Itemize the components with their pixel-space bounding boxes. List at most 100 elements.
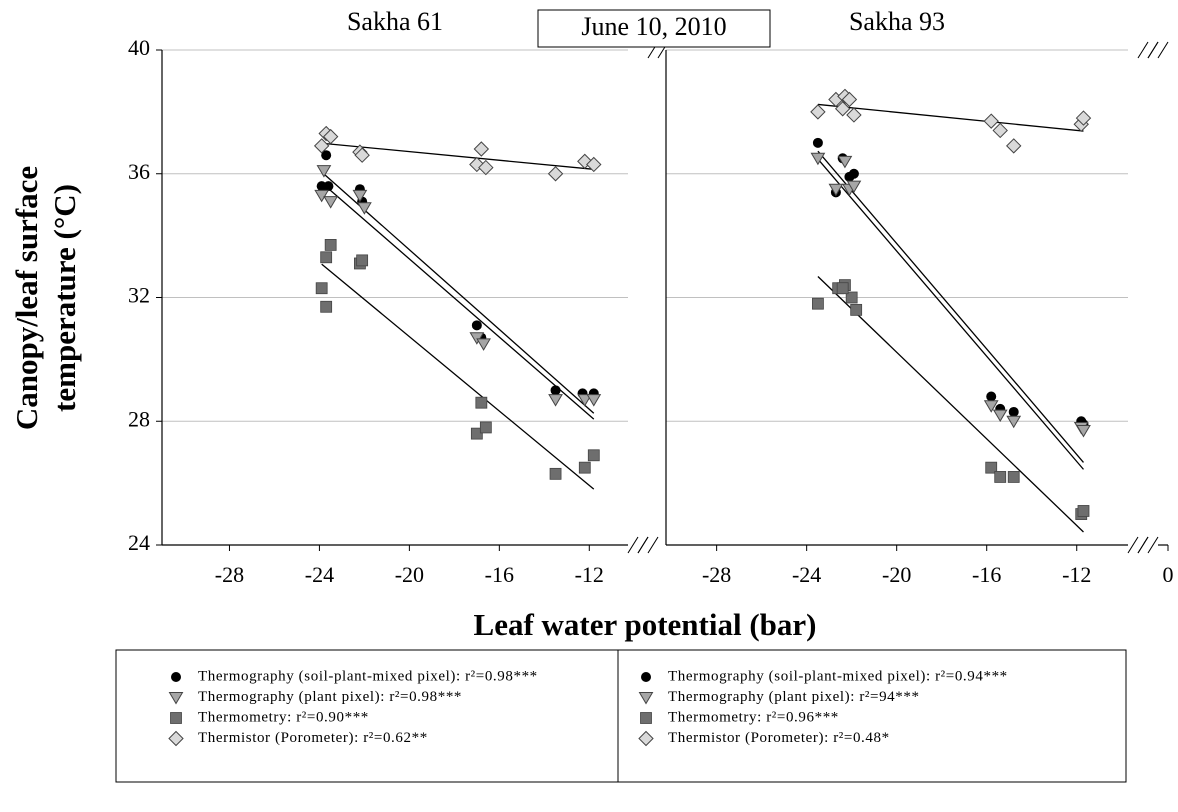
trend-line (321, 142, 594, 170)
legend-label: Thermistor (Porometer): r²=0.48* (668, 730, 890, 746)
y-tick-label: 28 (128, 406, 150, 431)
point (549, 467, 562, 480)
trend-line (321, 263, 595, 490)
axis-break (627, 536, 639, 554)
point (320, 251, 333, 264)
point (846, 107, 862, 123)
point (586, 394, 602, 407)
panel-title: Sakha 93 (849, 7, 945, 36)
point (356, 254, 369, 267)
legend-label: Thermometry: r²=0.90*** (198, 709, 369, 725)
point (983, 400, 999, 413)
legend-label: Thermometry: r²=0.96*** (668, 709, 839, 725)
point (828, 183, 844, 197)
trend-line (817, 103, 1084, 132)
trend-line (817, 158, 1084, 470)
axis-break (1157, 41, 1169, 59)
point (470, 427, 483, 440)
point (994, 471, 1007, 483)
point (985, 461, 998, 474)
x-tick-label: -12 (1062, 562, 1091, 587)
legend-marker (170, 712, 182, 724)
legend-marker (638, 692, 654, 705)
point (836, 282, 849, 295)
point (983, 113, 999, 129)
legend-marker (168, 692, 184, 705)
x-tick-label: -20 (882, 562, 911, 587)
point (316, 181, 327, 192)
point (992, 122, 1008, 139)
y-tick-label: 32 (128, 283, 150, 308)
point (1075, 110, 1092, 126)
point (1006, 138, 1022, 154)
point (578, 461, 591, 474)
point (586, 156, 602, 173)
point (812, 137, 823, 148)
point (469, 332, 485, 345)
axis-break (1127, 536, 1139, 554)
axis-break (1147, 536, 1159, 554)
point (834, 101, 851, 117)
axis-break (1137, 536, 1149, 554)
x-tick-label: -16 (972, 562, 1001, 587)
axis-break (637, 536, 649, 554)
legend-marker (641, 672, 651, 682)
point (587, 449, 600, 462)
point (354, 147, 370, 163)
y-tick-label: 36 (128, 159, 150, 184)
point (313, 138, 330, 154)
point (357, 202, 372, 215)
panel-title: Sakha 61 (347, 7, 443, 36)
point (321, 150, 332, 161)
legend-label: Thermography (plant pixel): r²=94*** (668, 689, 920, 705)
point (986, 391, 997, 402)
point (324, 239, 337, 251)
point (1006, 415, 1022, 429)
legend-label: Thermography (soil-plant-mixed pixel): r… (668, 668, 1008, 684)
point (471, 320, 482, 331)
x-tick-label: -24 (305, 562, 334, 587)
x-tick-label: 0 (1163, 562, 1174, 587)
x-tick-label: -28 (215, 562, 244, 587)
y-tick-label: 24 (128, 530, 150, 555)
annotation-box (537, 9, 771, 48)
point (845, 291, 858, 304)
trend-line (321, 171, 595, 414)
trend-line (321, 182, 595, 420)
legend-label: Thermography (soil-plant-mixed pixel): r… (198, 668, 538, 684)
x-tick-label: -12 (575, 562, 604, 587)
point (473, 141, 490, 157)
point (352, 189, 368, 203)
point (577, 394, 593, 407)
point (812, 297, 824, 310)
point (314, 189, 330, 203)
y-tick-label: 40 (128, 35, 150, 60)
legend-marker (638, 730, 654, 747)
point (323, 196, 339, 209)
point (478, 159, 494, 176)
trend-line (817, 276, 1084, 533)
x-tick-label: -16 (485, 562, 514, 587)
legend-label: Thermistor (Porometer): r²=0.62** (198, 730, 428, 746)
point (476, 338, 491, 351)
point (316, 165, 332, 178)
legend-label: Thermography (plant pixel): r²=0.98*** (198, 689, 462, 705)
point (850, 303, 863, 316)
point (1076, 425, 1091, 438)
point (479, 421, 492, 434)
legend-marker (171, 672, 181, 682)
trend-line (817, 150, 1084, 463)
point (810, 104, 826, 120)
point (1007, 471, 1020, 483)
point (548, 394, 563, 407)
axis-break (1137, 41, 1149, 59)
point (992, 409, 1008, 423)
point (841, 91, 858, 108)
point (547, 166, 564, 182)
x-axis-label: Leaf water potential (bar) (474, 607, 817, 642)
x-tick-label: -24 (792, 562, 821, 587)
annotation: June 10, 2010 (581, 12, 726, 41)
point (810, 152, 826, 166)
